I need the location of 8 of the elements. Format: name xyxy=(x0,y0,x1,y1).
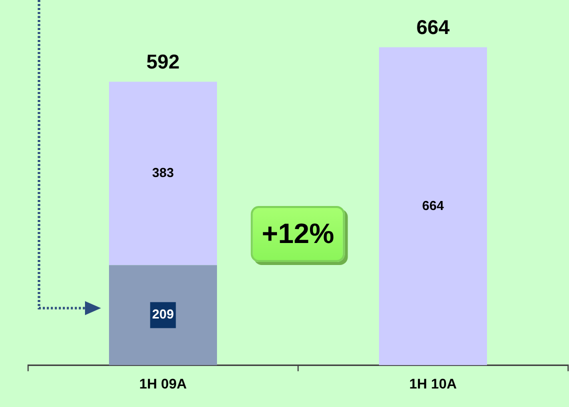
data-label: 383 xyxy=(152,164,174,180)
annotation: +12% xyxy=(250,206,346,262)
data-label: 664 xyxy=(422,198,445,213)
total-label: 592 xyxy=(146,52,180,74)
data-label: 209 xyxy=(152,306,174,322)
x-tick-label: 1H 09A xyxy=(139,375,187,392)
x-tick-label: 1H 10A xyxy=(409,375,457,392)
total-label: 664 xyxy=(416,17,451,40)
